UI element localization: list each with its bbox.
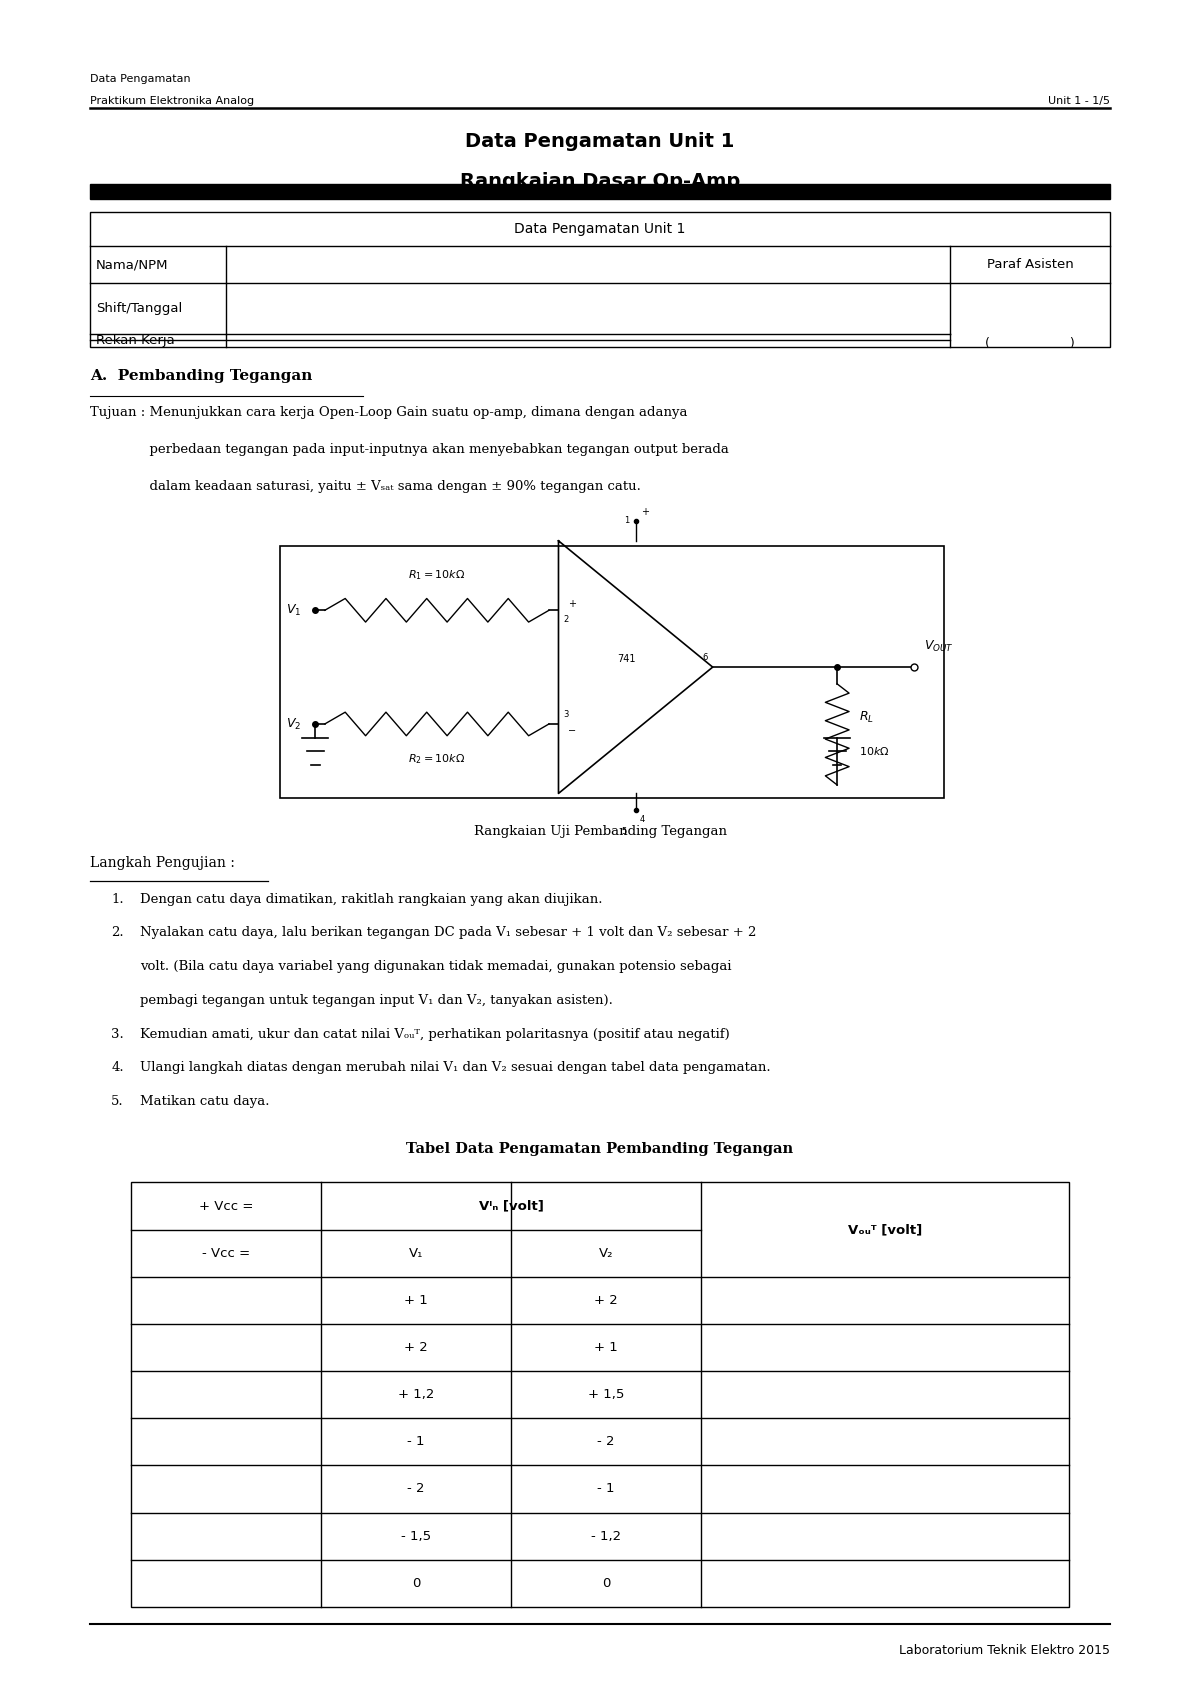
Text: Tabel Data Pengamatan Pembanding Tegangan: Tabel Data Pengamatan Pembanding Teganga… [407,1143,793,1156]
Text: 1.: 1. [112,893,124,905]
Bar [132,1182,1068,1606]
Text: $10k\Omega$: $10k\Omega$ [858,745,889,757]
Text: $R_2 =10k\Omega$: $R_2 =10k\Omega$ [408,752,466,766]
Text: - 2: - 2 [598,1435,614,1448]
Text: 3.: 3. [112,1027,124,1041]
Text: Shift/Tanggal: Shift/Tanggal [96,302,182,314]
Text: (                    ): ( ) [985,338,1075,350]
Text: Vᴵₙ [volt]: Vᴵₙ [volt] [479,1199,544,1212]
Text: 6: 6 [702,654,708,662]
Text: Data Pengamatan Unit 1: Data Pengamatan Unit 1 [466,131,734,151]
Text: 3: 3 [563,710,569,718]
Text: Tujuan : Menunjukkan cara kerja Open-Loop Gain suatu op-amp, dimana dengan adany: Tujuan : Menunjukkan cara kerja Open-Loo… [90,406,688,419]
Text: +: + [568,598,576,608]
Text: + 2: + 2 [404,1341,428,1353]
Text: 0: 0 [601,1577,610,1589]
Text: 4: 4 [640,815,644,824]
Text: - 1,5: - 1,5 [401,1530,431,1542]
Text: $R_1 =10k\Omega$: $R_1 =10k\Omega$ [408,567,466,582]
Text: perbedaan tegangan pada input-inputnya akan menyebabkan tegangan output berada: perbedaan tegangan pada input-inputnya a… [90,443,728,457]
Text: Nyalakan catu daya, lalu berikan tegangan DC pada V₁ sebesar + 1 volt dan V₂ seb: Nyalakan catu daya, lalu berikan teganga… [139,927,756,939]
Text: $V_1$: $V_1$ [286,603,301,618]
Text: +: + [642,508,649,518]
Text: Ulangi langkah diatas dengan merubah nilai V₁ dan V₂ sesuai dengan tabel data pe: Ulangi langkah diatas dengan merubah nil… [139,1061,770,1075]
Text: + 1,5: + 1,5 [588,1389,624,1401]
Text: pembagi tegangan untuk tegangan input V₁ dan V₂, tanyakan asisten).: pembagi tegangan untuk tegangan input V₁… [139,993,613,1007]
Text: $R_L$: $R_L$ [858,710,874,725]
Text: Paraf Asisten: Paraf Asisten [986,258,1073,272]
Text: Vₒᵤᵀ [volt]: Vₒᵤᵀ [volt] [847,1223,922,1236]
Text: 0: 0 [412,1577,420,1589]
Text: - 1: - 1 [598,1482,614,1496]
Text: + 1,2: + 1,2 [398,1389,434,1401]
Text: - Vᴄᴄ =: - Vᴄᴄ = [203,1246,251,1260]
Text: Matikan catu daya.: Matikan catu daya. [139,1095,269,1107]
Text: Dengan catu daya dimatikan, rakitlah rangkaian yang akan diujikan.: Dengan catu daya dimatikan, rakitlah ran… [139,893,602,905]
Text: volt. (Bila catu daya variabel yang digunakan tidak memadai, gunakan potensio se: volt. (Bila catu daya variabel yang digu… [139,959,731,973]
Text: Praktikum Elektronika Analog: Praktikum Elektronika Analog [90,97,254,107]
Text: A.  Pembanding Tegangan: A. Pembanding Tegangan [90,368,312,384]
Text: 741: 741 [617,654,635,664]
Text: 4.: 4. [112,1061,124,1075]
Text: Kemudian amati, ukur dan catat nilai Vₒᵤᵀ, perhatikan polaritasnya (positif atau: Kemudian amati, ukur dan catat nilai Vₒᵤ… [139,1027,730,1041]
Text: $V_2$: $V_2$ [286,717,301,732]
Text: dalam keadaan saturasi, yaitu ± Vₛₐₜ sama dengan ± 90% tegangan catu.: dalam keadaan saturasi, yaitu ± Vₛₐₜ sam… [90,481,641,492]
Text: + 1: + 1 [594,1341,618,1353]
Text: Rangkaian Uji Pembanding Tegangan: Rangkaian Uji Pembanding Tegangan [474,825,726,839]
Text: - 1,2: - 1,2 [590,1530,620,1542]
Text: + 1: + 1 [404,1294,428,1307]
Text: $V_{OUT}$: $V_{OUT}$ [924,638,954,654]
Text: 5.: 5. [112,1095,124,1107]
Text: V₂: V₂ [599,1246,613,1260]
Text: 5: 5 [622,827,626,835]
Text: Nama/NPM: Nama/NPM [96,258,168,272]
Text: Unit 1 - 1/5: Unit 1 - 1/5 [1048,97,1110,107]
Bar [90,212,1110,346]
Text: - 2: - 2 [408,1482,425,1496]
Text: Rekan Kerja: Rekan Kerja [96,335,175,346]
Text: Laboratorium Teknik Elektro 2015: Laboratorium Teknik Elektro 2015 [899,1644,1110,1657]
Text: 2: 2 [563,615,569,625]
Bar [280,545,944,798]
Text: + Vᴄᴄ =: + Vᴄᴄ = [199,1199,253,1212]
Text: 2.: 2. [112,927,124,939]
Text: - 1: - 1 [408,1435,425,1448]
Text: Data Pengamatan Unit 1: Data Pengamatan Unit 1 [515,222,685,236]
Text: Rangkaian Dasar Op-Amp: Rangkaian Dasar Op-Amp [460,171,740,190]
Text: Langkah Pengujian :: Langkah Pengujian : [90,856,235,869]
Text: 1: 1 [624,516,630,525]
Text: V₁: V₁ [409,1246,424,1260]
Text: + 2: + 2 [594,1294,618,1307]
Text: Data Pengamatan: Data Pengamatan [90,75,191,85]
Bar [90,183,1110,199]
Text: −: − [568,725,576,735]
